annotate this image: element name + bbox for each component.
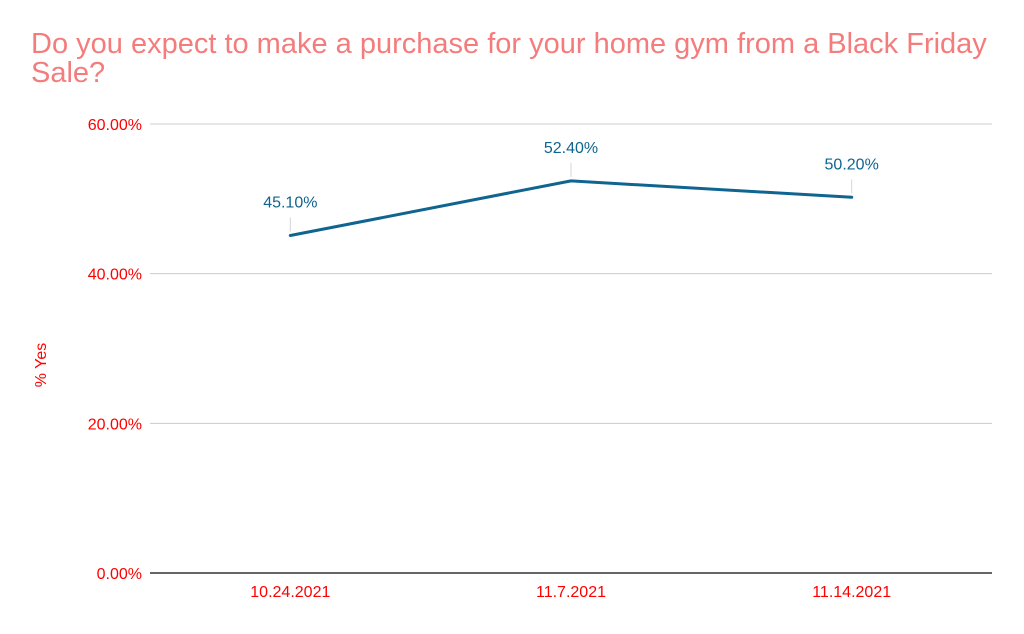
data-label: 45.10% [263, 195, 317, 212]
y-tick-label: 20.00% [88, 416, 142, 433]
data-labels: 45.10% 52.40% 50.20% [263, 140, 879, 232]
y-tick-label: 40.00% [88, 267, 142, 284]
x-tick-label: 11.14.2021 [812, 584, 891, 601]
series-line [288, 179, 854, 237]
series-layer [288, 179, 854, 237]
y-tick-label: 0.00% [97, 566, 142, 583]
x-tick-label: 10.24.2021 [250, 584, 330, 601]
chart-title: Do you expect to make a purchase for you… [31, 28, 987, 89]
y-axis-title: % Yes [33, 343, 50, 387]
x-tick-label: 11.7.2021 [536, 584, 606, 601]
y-axis-tick-labels: 0.00% 20.00% 40.00% 60.00% [88, 117, 142, 583]
data-label: 52.40% [544, 140, 598, 157]
x-axis-tick-labels: 10.24.2021 11.7.2021 11.14.2021 [250, 584, 891, 601]
data-label: 50.20% [825, 156, 879, 173]
y-tick-label: 60.00% [88, 117, 142, 134]
gridlines [150, 123, 992, 574]
